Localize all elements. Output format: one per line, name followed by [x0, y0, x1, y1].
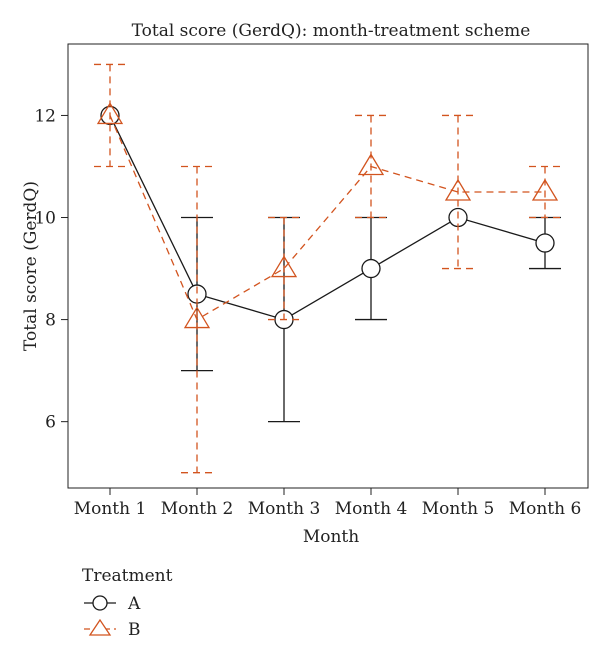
error-bar — [268, 216, 300, 321]
legend-entry-a: A — [84, 594, 141, 614]
series-layer — [94, 63, 561, 474]
data-point — [361, 258, 381, 279]
legend-marker — [88, 618, 112, 636]
legend-entry-b: B — [84, 618, 141, 640]
y-tick-label: 12 — [34, 106, 56, 126]
plot-area — [67, 43, 589, 489]
error-bar — [181, 165, 213, 474]
legend-title: Treatment — [82, 566, 173, 586]
error-bar — [442, 114, 474, 270]
data-point — [531, 178, 559, 201]
x-axis: Month 1 Month 2 Month 3 Month 4 Month 5 Month… — [74, 488, 582, 519]
data-point — [270, 255, 298, 278]
x-tick-label: Month 1 — [74, 499, 147, 519]
legend: Treatment AB — [82, 566, 173, 640]
y-axis: 6 8 10 12 — [34, 106, 68, 433]
x-tick-label: Month 5 — [422, 499, 495, 519]
data-point — [183, 306, 211, 329]
legend-label: A — [127, 594, 141, 614]
error-bar — [529, 165, 561, 219]
x-tick-label: Month 2 — [161, 499, 234, 519]
series-a — [100, 105, 561, 423]
y-tick-label: 10 — [34, 209, 56, 229]
x-tick-label: Month 3 — [248, 499, 321, 519]
y-axis-label: Total score (GerdQ) — [21, 181, 41, 351]
chart-title: Total score (GerdQ): month-treatment sch… — [132, 21, 531, 41]
data-point — [535, 233, 555, 253]
data-point — [357, 153, 385, 176]
series-line — [109, 115, 546, 321]
x-tick-label: Month 6 — [509, 499, 582, 519]
y-tick-label: 6 — [45, 413, 56, 433]
data-point — [96, 102, 124, 125]
series-b — [94, 63, 561, 474]
legend-marker — [92, 595, 108, 611]
series-line — [109, 115, 545, 321]
legend-label: B — [128, 620, 141, 640]
x-tick-label: Month 4 — [335, 499, 408, 519]
y-tick-label: 8 — [45, 311, 56, 331]
x-axis-label: Month — [303, 527, 359, 547]
data-point — [444, 178, 472, 201]
